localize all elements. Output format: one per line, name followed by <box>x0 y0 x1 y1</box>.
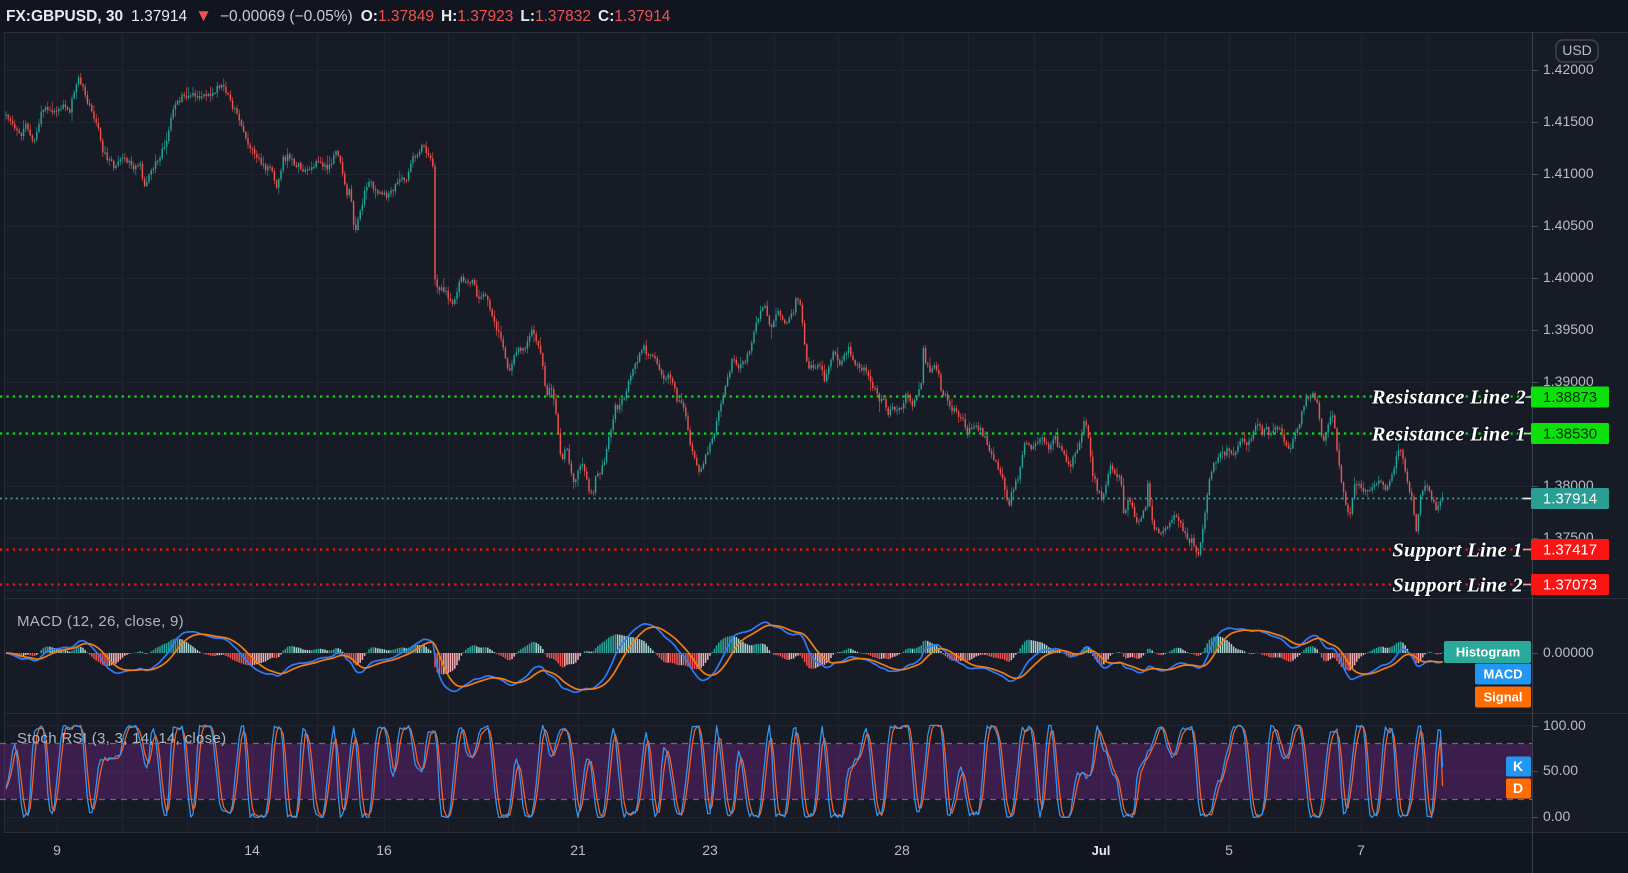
svg-text:1.41500: 1.41500 <box>1543 113 1594 129</box>
svg-text:50.00: 50.00 <box>1543 762 1578 778</box>
svg-text:Jul: Jul <box>1092 843 1111 858</box>
svg-text:1.42000: 1.42000 <box>1543 61 1594 77</box>
svg-text:5: 5 <box>1225 842 1233 858</box>
svg-text:1.41000: 1.41000 <box>1543 165 1594 181</box>
svg-text:MACD (12, 26, close, 9): MACD (12, 26, close, 9) <box>17 613 184 630</box>
svg-text:1.39000: 1.39000 <box>1543 373 1594 389</box>
svg-text:Histogram: Histogram <box>1456 645 1520 660</box>
svg-text:7: 7 <box>1357 842 1365 858</box>
svg-text:28: 28 <box>894 842 910 858</box>
svg-text:D: D <box>1513 780 1523 796</box>
svg-text:9: 9 <box>53 842 61 858</box>
svg-text:Support Line 1: Support Line 1 <box>1392 540 1523 562</box>
svg-text:1.37417: 1.37417 <box>1543 542 1597 559</box>
svg-text:0.00: 0.00 <box>1543 808 1570 824</box>
svg-text:1.37073: 1.37073 <box>1543 577 1597 594</box>
svg-text:1.38530: 1.38530 <box>1543 426 1597 443</box>
svg-text:100.00: 100.00 <box>1543 717 1586 733</box>
svg-text:USD: USD <box>1562 42 1592 58</box>
svg-text:0.00000: 0.00000 <box>1543 644 1594 660</box>
svg-text:Resistance Line 2: Resistance Line 2 <box>1371 387 1526 409</box>
svg-text:1.38873: 1.38873 <box>1543 389 1597 406</box>
svg-text:1.40000: 1.40000 <box>1543 269 1594 285</box>
svg-text:Support Line 2: Support Line 2 <box>1392 575 1523 597</box>
svg-text:K: K <box>1513 758 1523 774</box>
svg-text:21: 21 <box>570 842 586 858</box>
svg-text:23: 23 <box>702 842 718 858</box>
svg-text:16: 16 <box>376 842 392 858</box>
svg-text:1.37914: 1.37914 <box>1543 491 1597 508</box>
svg-text:Signal: Signal <box>1483 690 1522 705</box>
svg-text:Stoch RSI (3, 3, 14, 14, close: Stoch RSI (3, 3, 14, 14, close) <box>17 730 226 747</box>
svg-text:Resistance Line 1: Resistance Line 1 <box>1371 424 1526 446</box>
svg-text:1.40500: 1.40500 <box>1543 217 1594 233</box>
svg-text:14: 14 <box>244 842 260 858</box>
svg-text:1.39500: 1.39500 <box>1543 321 1594 337</box>
svg-text:MACD: MACD <box>1484 667 1523 682</box>
